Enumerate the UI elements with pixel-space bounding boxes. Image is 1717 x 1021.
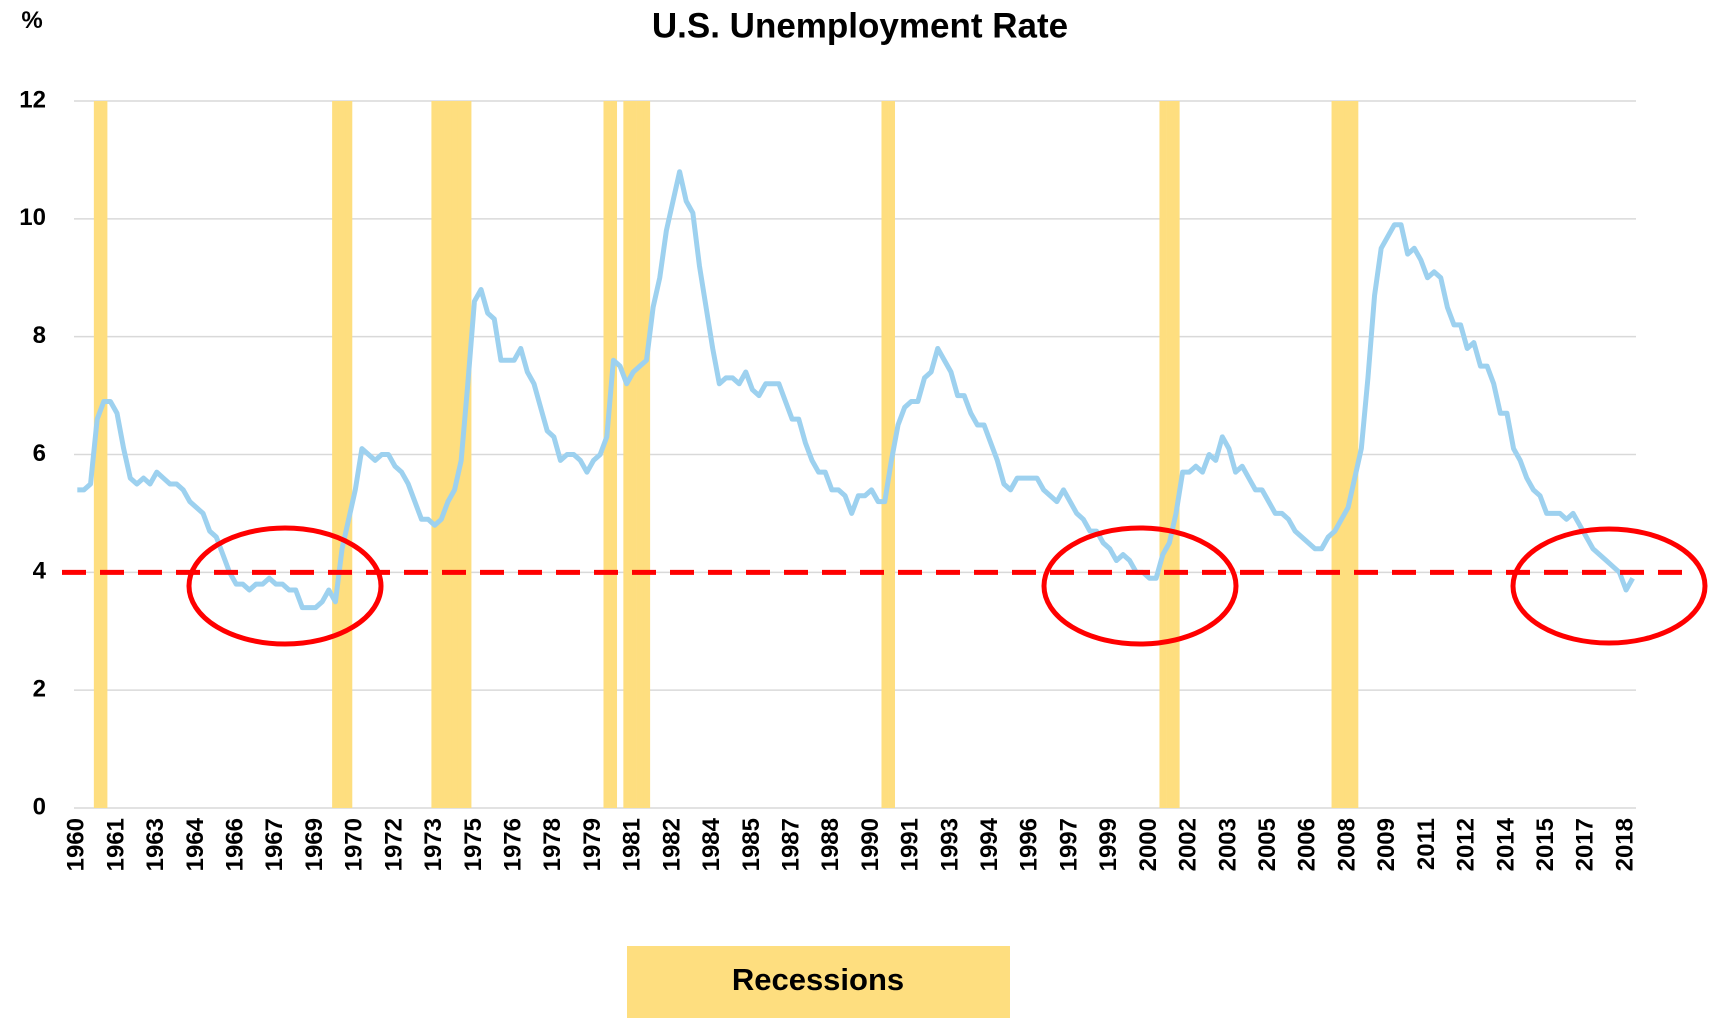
recession-bar [100,101,108,808]
highlight-circle [186,525,384,647]
x-tick-label: 2006 [1294,818,1321,871]
x-tick-label: 1997 [1055,818,1082,871]
x-tick-label: 1961 [102,818,129,871]
recession-bar [93,101,101,808]
y-tick-label: 2 [33,676,46,703]
recession-bar [1166,101,1173,808]
axis-labels: 0 2 4 6 8 10 12 1960 1961 1963 1964 1966 1967 1969 197… [19,86,1638,871]
x-tick-label: 2003 [1214,818,1241,871]
recession-bar [1331,101,1339,808]
recession-bar [603,101,611,808]
x-tick-label: 1999 [1095,818,1122,871]
recession-bar [332,101,340,808]
lines [62,169,1692,611]
x-tick-label: 1985 [738,818,765,871]
recession-bar [623,101,631,808]
legend-label: Recessions [732,962,904,997]
unemployment-line [77,169,1635,611]
x-tick-label: 2012 [1453,818,1480,871]
x-tick-label: 2009 [1373,818,1400,871]
y-axis-unit: % [21,7,42,34]
x-tick-label: 1979 [579,818,606,871]
recession-bar [338,101,346,808]
highlight-circles [186,525,1708,647]
x-tick-label: 1991 [897,818,924,871]
recession-bar [1344,101,1352,808]
x-tick-label: 2000 [1135,818,1162,871]
recession-bar [1159,101,1167,808]
recession-bar [451,101,459,808]
recession-bar [1351,101,1359,808]
y-tick-label: 12 [19,86,46,113]
x-tick-label: 2017 [1572,818,1599,871]
x-tick-label: 2015 [1532,818,1559,871]
x-tick-label: 1973 [420,818,447,871]
recession-bar [643,101,651,808]
x-tick-label: 2002 [1175,818,1202,871]
x-tick-label: 1993 [936,818,963,871]
recession-bar [464,101,472,808]
x-tick-label: 2008 [1333,818,1360,871]
recession-bar [438,101,445,808]
legend: Recessions [627,946,1010,1018]
x-tick-label: 1996 [1016,818,1043,871]
x-tick-label: 1964 [182,817,209,871]
x-tick-label: 2011 [1413,818,1440,870]
grid [74,100,1636,809]
recession-bar [1338,101,1346,808]
x-tick-label: 1988 [817,818,844,871]
x-tick-label: 1984 [698,817,725,871]
x-tick-label: 1987 [777,818,804,871]
x-tick-label: 1969 [301,818,328,871]
y-tick-label: 0 [33,793,46,820]
x-tick-label: 2018 [1611,818,1638,871]
x-tick-label: 1978 [539,818,566,871]
x-tick-label: 2005 [1254,818,1281,871]
y-tick-label: 8 [33,322,46,349]
x-tick-label: 1972 [380,818,407,871]
y-tick-label: 4 [33,558,47,585]
recession-bar [431,101,439,808]
x-tick-label: 1966 [222,818,249,871]
x-tick-label: 1970 [341,818,368,871]
recession-bar [636,101,644,808]
recession-bar [444,101,452,808]
recession-bar [345,101,353,808]
recession-bar [1172,101,1180,808]
recession-bar [881,101,889,808]
y-tick-label: 10 [19,204,46,231]
x-tick-label: 1960 [63,818,90,871]
highlight-circle [1510,526,1708,646]
recession-bar [610,101,618,808]
x-tick-label: 1967 [261,818,288,871]
y-tick-label: 6 [33,440,46,467]
chart-title: U.S. Unemployment Rate [652,6,1068,45]
x-tick-label: 2014 [1492,817,1519,871]
x-tick-label: 1994 [976,817,1003,871]
x-tick-label: 1982 [658,818,685,871]
x-tick-label: 1981 [619,818,646,871]
recession-bar [629,101,637,808]
highlight-circle [1041,525,1239,647]
x-tick-label: 1976 [499,818,526,871]
x-tick-label: 1975 [460,818,487,871]
x-tick-label: 1963 [142,818,169,871]
x-tick-label: 1990 [857,818,884,871]
legend-swatch [627,946,1010,1018]
